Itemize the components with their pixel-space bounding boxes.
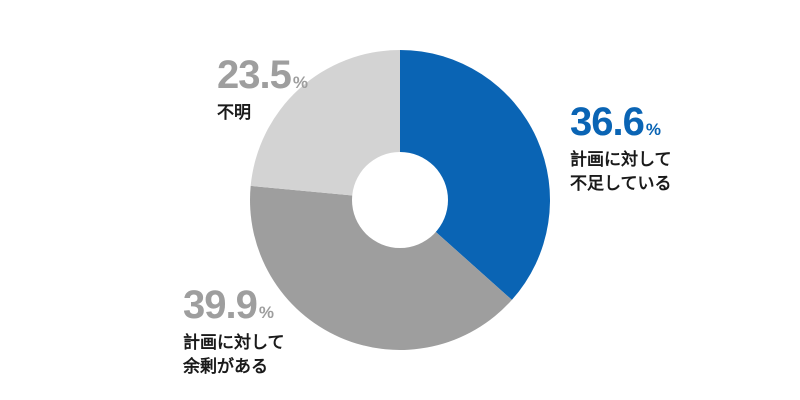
slice-name-line: 不明: [217, 103, 251, 123]
slice-value-number: 23.5: [217, 53, 292, 97]
slice-shortage: [400, 50, 550, 300]
donut-hole: [352, 152, 448, 248]
slice-name-unknown: 不明: [217, 101, 308, 125]
slice-name-shortage: 計画に対して 不足している: [570, 148, 672, 196]
percent-unit: %: [258, 303, 274, 322]
donut-slices: [250, 50, 550, 350]
slice-unknown: [250, 50, 400, 200]
slice-label-surplus: 39.9% 計画に対して 余剰がある: [183, 285, 285, 379]
slice-value-number: 39.9: [183, 283, 258, 327]
slice-label-unknown: 23.5% 不明: [217, 55, 308, 125]
slice-label-shortage: 36.6% 計画に対して 不足している: [570, 102, 672, 196]
slice-name-line: 不足している: [570, 174, 672, 194]
slice-value-surplus: 39.9%: [183, 285, 285, 325]
slice-name-line: 余剰がある: [183, 357, 268, 377]
slice-value-unknown: 23.5%: [217, 55, 308, 95]
slice-value-shortage: 36.6%: [570, 102, 672, 142]
percent-unit: %: [292, 73, 308, 92]
slice-name-surplus: 計画に対して 余剰がある: [183, 331, 285, 379]
slice-value-number: 36.6: [570, 100, 645, 144]
slice-name-line: 計画に対して: [183, 333, 285, 353]
slice-surplus: [250, 185, 512, 350]
slice-name-line: 計画に対して: [570, 150, 672, 170]
percent-unit: %: [645, 120, 661, 139]
